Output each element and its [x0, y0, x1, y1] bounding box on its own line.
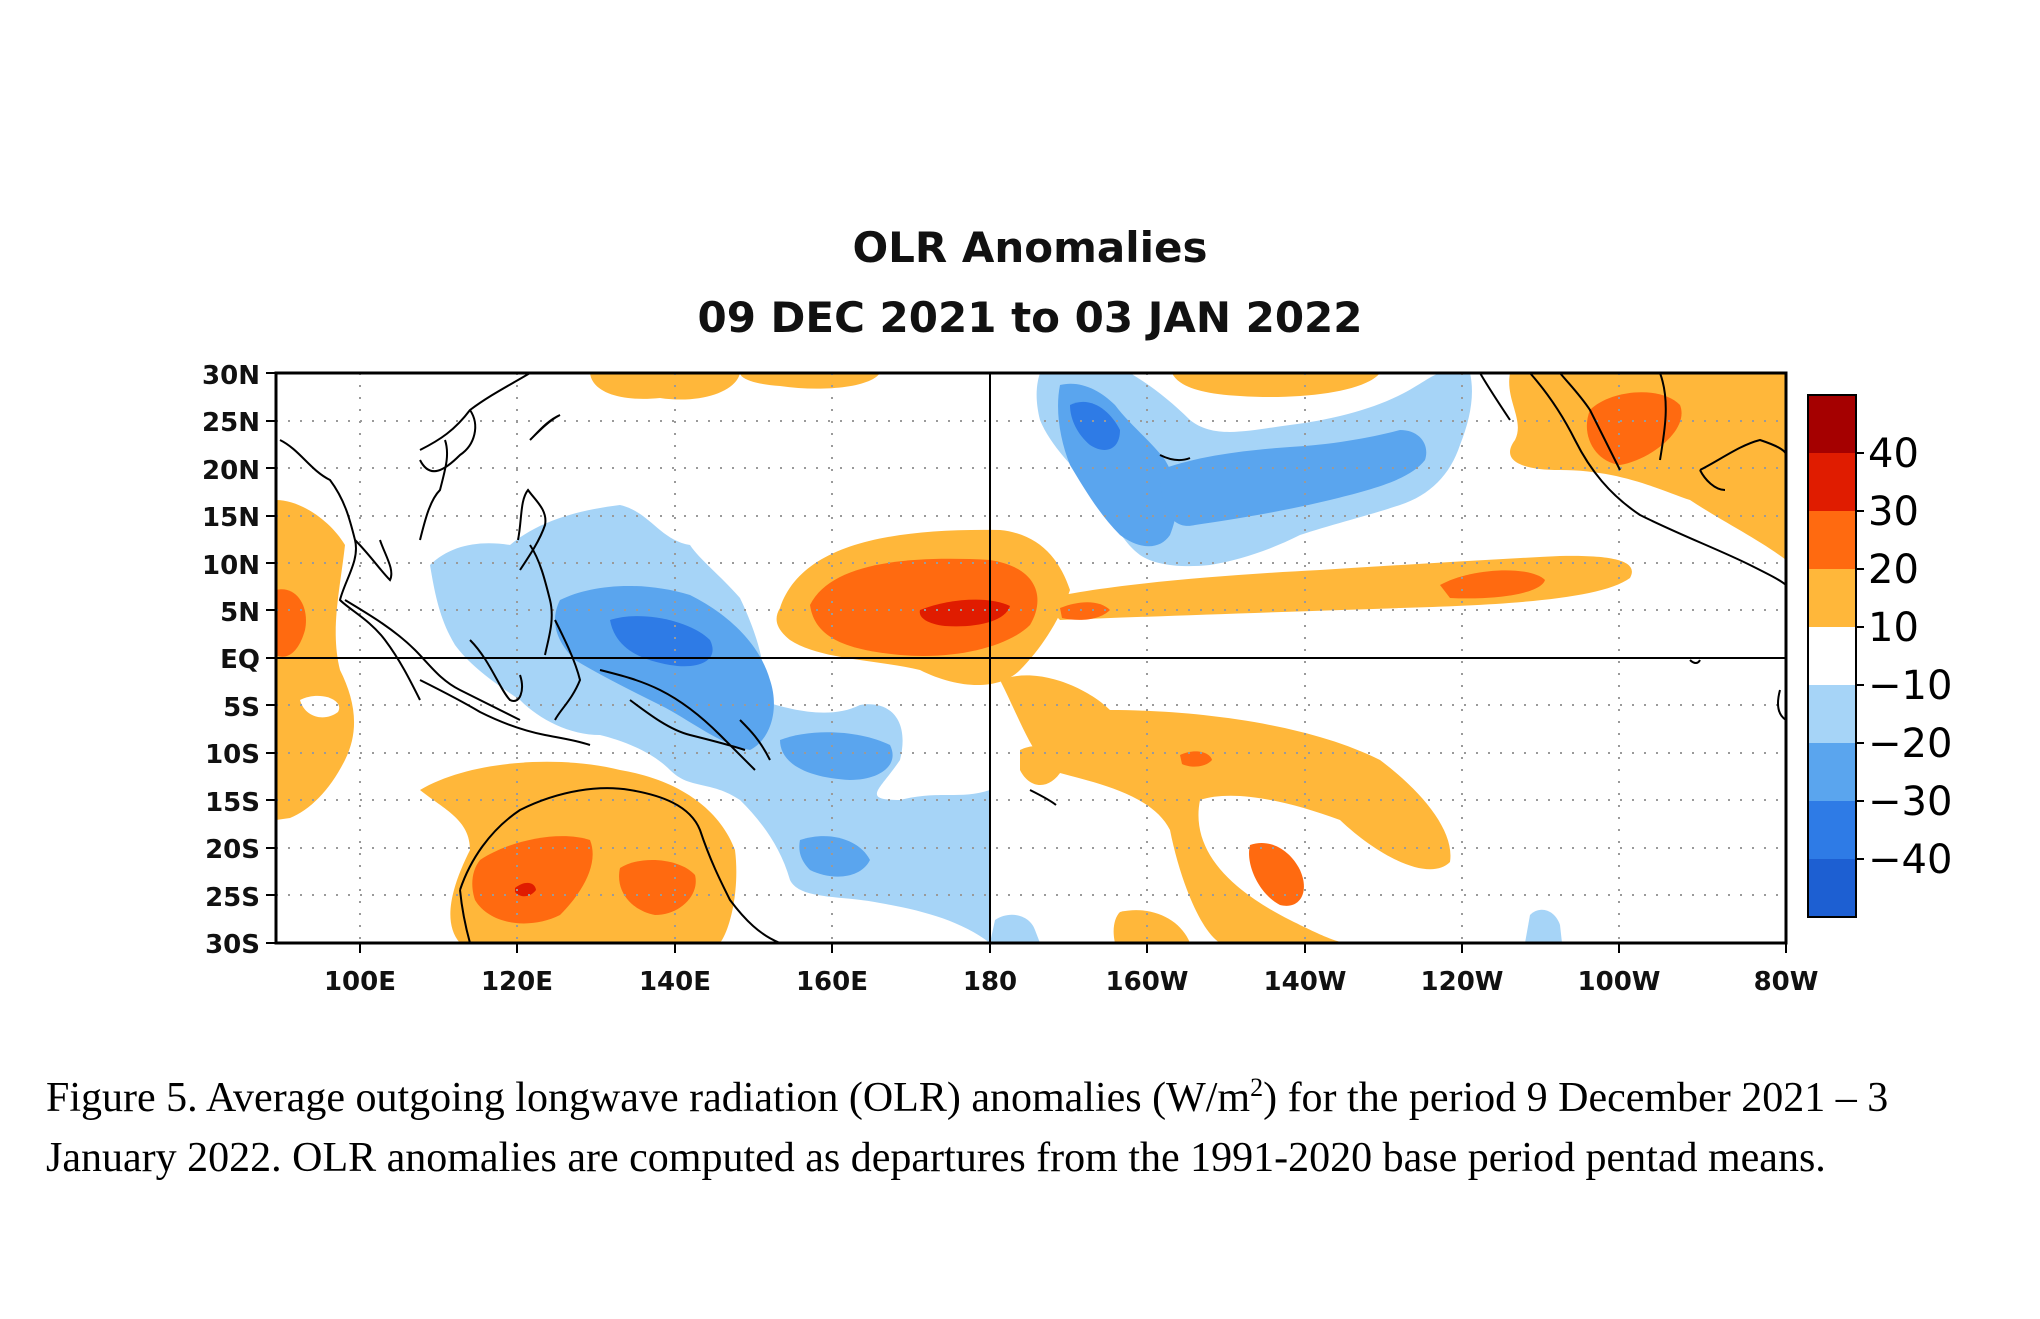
colorbar-swatch — [1808, 453, 1856, 511]
lat-label: 20S — [205, 835, 260, 865]
lon-label: 160E — [796, 967, 868, 997]
anomaly-mexico — [1509, 373, 1786, 560]
anomaly-spcz — [1000, 675, 1451, 943]
colorbar-label: 10 — [1868, 605, 1919, 651]
lon-label: 160W — [1106, 967, 1189, 997]
lat-label: 30S — [205, 930, 260, 960]
caption-superscript: 2 — [1250, 1073, 1264, 1102]
anomaly-indian-ocean — [276, 500, 355, 820]
lat-label: 15N — [202, 503, 260, 533]
negative-anomaly-regions — [430, 373, 1562, 943]
positive-anomaly-regions — [276, 373, 1786, 943]
colorbar-swatch — [1808, 511, 1856, 569]
lon-label: 120E — [481, 967, 553, 997]
colorbar-label: −30 — [1868, 779, 1952, 825]
colorbar-swatch — [1808, 743, 1856, 801]
figure-caption: Figure 5. Average outgoing longwave radi… — [46, 1068, 2006, 1188]
colorbar-swatch — [1808, 569, 1856, 627]
anomaly-nw-pacific-north — [590, 373, 740, 400]
colorbar-label: −40 — [1868, 837, 1952, 883]
lat-label: 30N — [202, 361, 260, 391]
colorbar-swatch — [1808, 627, 1856, 685]
colorbar-labels: 40 30 20 10 −10 −20 −30 −40 — [1856, 431, 1952, 883]
lat-label: 10N — [202, 551, 260, 581]
lat-label: 15S — [205, 788, 260, 818]
coastlines — [279, 373, 1786, 943]
lat-label: 5S — [223, 693, 260, 723]
colorbar-label: 30 — [1868, 489, 1919, 535]
colorbar-swatch — [1808, 395, 1856, 453]
colorbar-label: −20 — [1868, 721, 1952, 767]
colorbar-label: 20 — [1868, 547, 1919, 593]
colorbar-swatch — [1808, 801, 1856, 859]
colorbar-label: −10 — [1868, 663, 1952, 709]
caption-text-start: Figure 5. Average outgoing longwave radi… — [46, 1075, 1251, 1121]
colorbar-swatches — [1808, 395, 1856, 917]
colorbar-label: 40 — [1868, 431, 1919, 477]
lon-label: 100E — [324, 967, 396, 997]
lat-label: 10S — [205, 740, 260, 770]
lon-label: 140W — [1264, 967, 1347, 997]
lat-label: 20N — [202, 456, 260, 486]
lat-label: EQ — [220, 645, 260, 675]
lat-label: 25N — [202, 408, 260, 438]
lat-label: 25S — [205, 883, 260, 913]
colorbar-swatch — [1808, 859, 1856, 917]
lon-label: 180 — [963, 967, 1017, 997]
lon-label: 120W — [1421, 967, 1504, 997]
lon-label: 80W — [1754, 967, 1819, 997]
lon-label: 100W — [1578, 967, 1661, 997]
lat-label: 5N — [220, 598, 260, 628]
longitude-labels: 100E 120E 140E 160E 180 160W 140W 120W 1… — [324, 967, 1818, 997]
map-title: OLR Anomalies — [852, 223, 1207, 272]
lon-label: 140E — [639, 967, 711, 997]
caption-text-end: ) for the period 9 December 2021 – 3 Jan… — [46, 1075, 1889, 1181]
map-plot-area: 30N 25N 20N 15N 10N 5N EQ 5S 10S 15S 20S… — [202, 361, 1818, 997]
anomaly-fields — [276, 373, 1786, 943]
colorbar-swatch — [1808, 685, 1856, 743]
map-date-range: 09 DEC 2021 to 03 JAN 2022 — [697, 293, 1362, 342]
anomaly-central-pacific-north — [1172, 373, 1380, 398]
colorbar: 40 30 20 10 −10 −20 −30 −40 — [1807, 394, 1952, 918]
latitude-labels: 30N 25N 20N 15N 10N 5N EQ 5S 10S 15S 20S… — [202, 361, 260, 960]
